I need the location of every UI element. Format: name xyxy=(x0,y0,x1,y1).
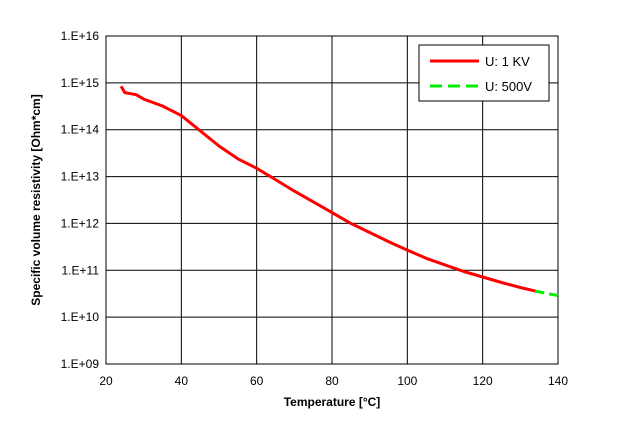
y-tick-label: 1.E+11 xyxy=(62,263,100,277)
legend-label-500v: U: 500V xyxy=(485,79,532,94)
y-tick-labels: 1.E+09 1.E+10 1.E+11 1.E+12 1.E+13 1.E+14 1.E+… xyxy=(61,29,100,371)
x-tick-label: 60 xyxy=(250,374,264,388)
y-tick-label: 1.E+16 xyxy=(61,29,100,43)
series-lines xyxy=(119,85,559,297)
y-tick-label: 1.E+09 xyxy=(61,357,100,371)
legend-box xyxy=(418,44,550,102)
x-tick-label: 120 xyxy=(473,374,493,388)
y-tick-label: 1.E+15 xyxy=(61,76,100,90)
x-axis-title: Temperature [°C] xyxy=(284,395,381,409)
series-line-0 xyxy=(119,85,536,293)
x-tick-label: 100 xyxy=(397,374,417,388)
x-tick-label: 20 xyxy=(99,374,113,388)
series-line-1 xyxy=(535,289,559,297)
x-tick-label: 40 xyxy=(175,374,189,388)
x-tick-labels: 20 40 60 80 100 120 140 xyxy=(99,374,568,388)
x-tick-label: 140 xyxy=(548,374,568,388)
legend-label-1kv: U: 1 KV xyxy=(485,54,530,69)
legend: U: 1 KV U: 500V xyxy=(418,44,550,102)
x-tick-label: 80 xyxy=(325,374,339,388)
plot-frame xyxy=(105,35,559,365)
y-tick-label: 1.E+10 xyxy=(61,310,100,324)
y-tick-label: 1.E+12 xyxy=(61,216,100,230)
y-tick-label: 1.E+13 xyxy=(61,170,100,184)
y-tick-label: 1.E+14 xyxy=(61,123,100,137)
y-axis-title: Specific volume resistivity [Ohm*cm] xyxy=(29,94,43,305)
